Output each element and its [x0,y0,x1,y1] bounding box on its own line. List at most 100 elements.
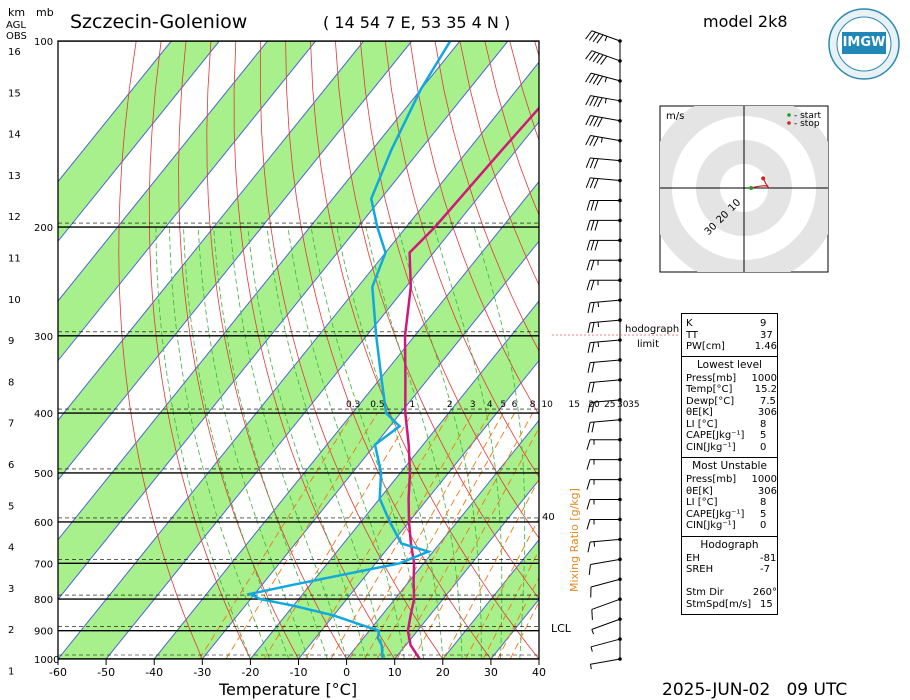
wind-barb [587,338,622,353]
mixing-ratio-line [330,412,474,659]
km-tick-label: 13 [8,171,21,182]
wind-barbs: hodograph limit [552,30,680,670]
index-row: EH -81 [682,553,777,565]
km-tick-label: 8 [8,377,14,388]
isotherm-line [442,538,539,659]
wind-barb [586,497,622,510]
x-axis-title: Temperature [°C] [218,680,357,699]
isotherm-line [153,180,539,659]
mixing-ratio-tick: 25 [604,400,615,410]
index-key: StmSpd[m/s] [686,598,752,610]
index-row: Press[mb] 1000 [682,474,777,486]
svg-text:IMGW: IMGW [843,35,886,50]
index-value: 8 [760,497,767,508]
moist-adiabat [287,226,405,659]
wind-barb [586,437,622,450]
index-key: θE[K] [686,407,713,418]
index-value: 1000 [751,372,777,384]
index-value: 15 [760,598,773,610]
wind-barb [585,72,622,86]
pressure-tick-label: 400 [34,409,53,420]
mixing-ratio-tick: 15 [568,400,579,410]
hodograph-unit: m/s [666,111,684,122]
mixing-ratio-line [349,412,491,659]
mixing-ratio-tick: 4 [487,400,493,410]
index-value: 306 [757,485,777,497]
x-tick-label: -40 [145,666,163,679]
index-row: PW[cm] 1.46 [682,341,777,353]
x-tick-label: 20 [436,666,450,679]
mixing-ratio-line [263,412,413,659]
x-tick-label: -60 [49,666,67,679]
km-tick-label: 3 [8,584,14,595]
isotherm-line [58,41,509,601]
index-key [682,576,760,588]
wind-barb [587,417,622,433]
km-tick-label: 6 [8,460,14,471]
isotherm-line [58,41,268,302]
km-tick-label: 4 [8,543,14,554]
wind-barb [591,597,622,620]
index-row [682,576,777,588]
index-row: Press[mb] 1000 [682,373,777,385]
lowest-level-title: Lowest level [696,358,763,371]
wind-barb [587,298,622,314]
model-label: model 2k8 [703,12,788,31]
isotherm-line [346,419,539,659]
km-tick-label: 10 [8,295,21,306]
index-row: SREH -7 [682,564,777,576]
wind-barb [586,198,622,211]
index-value: 1.46 [754,341,777,352]
index-key: Press[mb] [686,474,737,485]
agl-label: AGL [6,20,26,31]
hodograph-limit-label-2: limit [637,339,659,350]
isotherm-line [58,41,413,481]
indices-panel: K 9 TT 37 PW[cm] 1.46 Lowest level Press[mb] 1… [681,313,778,615]
isotherm-line [58,61,539,659]
index-value: 15.2 [754,384,777,395]
index-value: 0 [760,441,767,453]
km-tick-label: 15 [8,88,21,99]
isotherm-line [298,359,539,659]
isotherm-line [394,479,539,659]
km-tick-label: 1 [8,667,14,678]
index-key: θE[K] [686,485,713,497]
index-row: θE[K] 306 [682,486,777,498]
index-row: Temp[°C] 15.2 [682,384,777,396]
km-tick-label: 5 [8,501,14,512]
index-value: 9 [760,318,767,329]
isotherm-line [58,41,461,541]
isotherm-line [105,121,539,659]
datetime-label: 2025-JUN-02 09 UTC [662,680,847,700]
index-value: -7 [760,564,770,575]
mixing-ratio-line [225,412,378,659]
wind-barb [587,398,622,413]
km-tick-label: 9 [8,336,14,347]
hodograph-legend-label: - stop [794,119,820,129]
wind-barb [587,318,622,334]
index-value: 8 [760,418,767,430]
index-key: CAPE[Jkg⁻¹] [686,508,745,520]
mb-label: mb [36,6,54,19]
index-value: 7.5 [760,395,776,407]
wind-barb [585,115,622,128]
index-key: Press[mb] [686,372,737,384]
index-row: LI [°C] 8 [682,419,777,431]
temperature-profile [403,106,539,659]
x-tick-label: -50 [97,666,115,679]
index-key: Temp[°C] [686,384,733,395]
wind-barb [586,517,622,530]
x-tick-label: 40 [532,666,546,679]
indices-top: K 9 TT 37 PW[cm] 1.46 [682,314,777,356]
station-title: Szczecin-Goleniow [70,11,247,33]
hodograph-stop-point [761,176,766,181]
index-row: Stm Dir 260° [682,587,777,599]
pressure-tick-label: 300 [34,332,53,343]
pressure-tick-label: 1000 [34,655,59,666]
index-value: 1000 [751,474,777,485]
hodograph-start-point [749,186,754,190]
wind-barb [589,657,622,670]
wind-barb [586,258,622,271]
pressure-tick-label: 900 [34,627,53,638]
